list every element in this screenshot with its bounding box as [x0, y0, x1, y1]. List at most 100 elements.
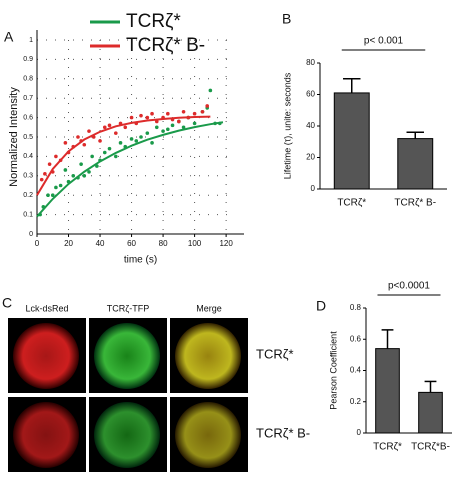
y-tick-label: 0.6 [23, 114, 33, 121]
legend-label: TCRζ* B- [126, 35, 205, 56]
point [107, 123, 112, 128]
y-tick-label: 0.3 [23, 173, 33, 180]
bar [397, 138, 434, 190]
bar [375, 348, 400, 434]
point [139, 135, 143, 139]
point [161, 129, 165, 133]
x-tick-label: TCRζ* B- [394, 198, 436, 209]
panel-label: D [316, 298, 326, 314]
y-tick-label: 0.4 [350, 366, 362, 375]
y-tick-label: 0.7 [23, 95, 33, 102]
point [50, 193, 55, 197]
point [82, 142, 87, 147]
point [150, 111, 154, 116]
point [54, 185, 58, 190]
image-row-label: TCRζ* B- [256, 425, 310, 440]
cell [175, 402, 241, 468]
point [54, 154, 58, 159]
point [166, 111, 170, 116]
point [76, 135, 80, 139]
image-row-label: TCRζ* [256, 346, 294, 361]
point [98, 139, 102, 143]
point [177, 119, 181, 124]
point [39, 177, 44, 182]
point [139, 113, 143, 118]
y-tick-label: 0.4 [23, 153, 33, 160]
y-tick-label: 0 [357, 428, 362, 437]
x-tick-label: 20 [64, 239, 73, 248]
point [118, 141, 123, 145]
annotation: p< 0.001 [364, 36, 404, 47]
point [192, 121, 197, 126]
x-tick-label: 100 [188, 239, 202, 248]
panel-label: C [2, 295, 12, 311]
x-tick-label: 120 [219, 239, 233, 248]
point [107, 146, 112, 151]
cell [94, 323, 160, 389]
cell [13, 402, 79, 468]
panel-label: B [282, 11, 291, 27]
point [79, 162, 83, 166]
point [129, 137, 134, 141]
image-column-label: Lck-dsRed [25, 303, 68, 313]
y-axis-label: Pearson Coefficient [328, 331, 338, 410]
fit-line [36, 121, 224, 218]
point [87, 129, 91, 133]
point [150, 141, 154, 145]
y-tick-label: 0.1 [23, 211, 33, 218]
point [46, 193, 50, 197]
point [63, 168, 68, 172]
point [192, 111, 197, 116]
point [71, 174, 76, 178]
point [181, 109, 186, 114]
point [129, 115, 134, 120]
point [123, 125, 128, 130]
legend-label: TCRζ* [126, 11, 181, 32]
y-tick-label: 0 [29, 231, 33, 238]
annotation: p<0.0001 [388, 281, 430, 292]
point [200, 109, 205, 114]
y-tick-label: 1 [29, 37, 33, 44]
y-tick-label: 60 [306, 90, 315, 99]
point [154, 125, 159, 130]
y-tick-label: 0.2 [350, 397, 362, 406]
point [90, 154, 94, 159]
point [82, 174, 87, 178]
x-tick-label: TCRζ*B- [411, 442, 450, 453]
y-tick-label: 80 [306, 58, 315, 67]
point [166, 127, 170, 132]
y-axis-label: Lifetime (τ), unite: seconds [282, 72, 292, 179]
x-tick-label: 60 [127, 239, 136, 248]
y-tick-label: 0.2 [23, 192, 33, 199]
x-tick-label: 40 [96, 239, 105, 248]
x-tick-label: TCRζ* [337, 198, 366, 209]
y-axis-label: Normalized Intensity [8, 87, 20, 187]
point [102, 150, 107, 155]
point [205, 104, 210, 108]
cell [94, 402, 160, 468]
image-column-label: TCRζ-TFP [107, 303, 149, 313]
image-column-label: Merge [196, 303, 222, 313]
cell [13, 323, 79, 389]
point [145, 115, 150, 120]
point [43, 172, 47, 176]
point [134, 139, 139, 143]
x-tick-label: 0 [35, 239, 40, 248]
fit-line [36, 115, 211, 196]
y-tick-label: 0.8 [23, 76, 33, 83]
x-axis-label: time (s) [124, 255, 157, 266]
cell [175, 323, 241, 389]
y-tick-label: 0.5 [23, 134, 33, 141]
point [114, 131, 118, 135]
panel-label: A [4, 29, 14, 45]
y-tick-label: 0.8 [350, 303, 362, 312]
point [181, 125, 186, 130]
point [114, 154, 118, 159]
y-tick-label: 0.6 [350, 334, 362, 343]
point [170, 123, 175, 128]
point [47, 162, 52, 166]
bar [333, 92, 370, 190]
x-tick-label: 80 [159, 239, 168, 248]
y-tick-label: 0.9 [23, 56, 33, 63]
